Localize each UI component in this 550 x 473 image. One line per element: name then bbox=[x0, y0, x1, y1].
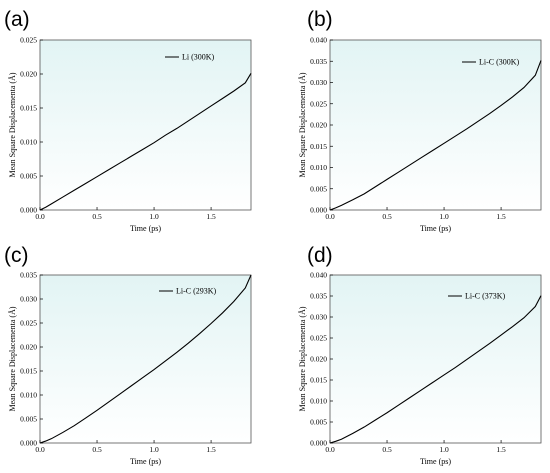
x-tick-label: 1.5 bbox=[496, 445, 506, 454]
x-axis-label: Time (ps) bbox=[420, 457, 451, 466]
x-tick-label: 1.0 bbox=[149, 445, 159, 454]
y-tick-label: 0.010 bbox=[20, 138, 37, 147]
y-tick-label: 0.035 bbox=[20, 271, 37, 280]
y-tick-label: 0.005 bbox=[310, 418, 327, 427]
panel-label: (b) bbox=[307, 8, 333, 31]
panel-label: (d) bbox=[307, 244, 333, 267]
series-line bbox=[329, 295, 542, 444]
y-tick-label: 0.010 bbox=[310, 397, 327, 406]
y-tick-label: 0.025 bbox=[20, 36, 37, 45]
legend-entry: Li-C (293K) bbox=[176, 287, 217, 296]
y-tick-label: 0.005 bbox=[310, 184, 327, 193]
x-tick-label: 1.5 bbox=[206, 445, 216, 454]
y-tick-label: 0.015 bbox=[20, 104, 37, 113]
legend-entry: Li-C (373K) bbox=[465, 292, 506, 301]
y-tick-label: 0.020 bbox=[20, 343, 37, 352]
y-tick-label: 0.035 bbox=[310, 57, 327, 66]
y-tick-label: 0.040 bbox=[310, 271, 327, 280]
y-tick-label: 0.020 bbox=[310, 355, 327, 364]
plot-frame bbox=[39, 274, 252, 444]
series-line bbox=[39, 73, 252, 211]
x-tick-label: 1.5 bbox=[206, 212, 216, 221]
y-tick-label: 0.040 bbox=[310, 36, 327, 45]
y-tick-label: 0.020 bbox=[20, 70, 37, 79]
x-tick-label: 1.0 bbox=[149, 212, 159, 221]
y-tick-label: 0.005 bbox=[20, 415, 37, 424]
plot-area bbox=[330, 275, 541, 443]
y-tick-label: 0.005 bbox=[20, 172, 37, 181]
y-axis-label: Mean Square Displacementa (Å) bbox=[8, 306, 17, 411]
x-tick-label: 0.0 bbox=[325, 212, 335, 221]
y-tick-label: 0.015 bbox=[310, 142, 327, 151]
y-tick-label: 0.025 bbox=[20, 319, 37, 328]
x-tick-label: 0.5 bbox=[382, 445, 392, 454]
legend-entry: Li-C (300K) bbox=[479, 58, 520, 67]
legend-entry: Li (300K) bbox=[182, 53, 215, 62]
y-tick-label: 0.010 bbox=[310, 163, 327, 172]
y-tick-label: 0.020 bbox=[310, 121, 327, 130]
x-axis-label: Time (ps) bbox=[420, 224, 451, 233]
y-tick-label: 0.025 bbox=[310, 334, 327, 343]
y-axis-label: Mean Square Displacementa (Å) bbox=[298, 72, 307, 177]
x-tick-label: 1.5 bbox=[496, 212, 506, 221]
x-axis-label: Time (ps) bbox=[130, 224, 161, 233]
chart-panel-1: (a) 0.000 0.005 0.010 0.015 0.020 0.025 0.0 0.5 1… bbox=[4, 8, 252, 233]
x-tick-label: 0.5 bbox=[92, 212, 102, 221]
y-tick-label: 0.030 bbox=[20, 295, 37, 304]
plot-area bbox=[40, 40, 251, 210]
series-line bbox=[39, 274, 252, 444]
y-tick-label: 0.000 bbox=[310, 206, 327, 215]
plot-area bbox=[40, 275, 251, 443]
series-line bbox=[329, 60, 542, 211]
chart-panel-2: (b) 0.000 0.005 0.010 0.015 0.020 0.025 0.030 0.… bbox=[298, 8, 542, 233]
plot-frame bbox=[39, 39, 252, 211]
y-tick-label: 0.000 bbox=[20, 206, 37, 215]
x-tick-label: 1.0 bbox=[439, 445, 449, 454]
x-tick-label: 0.5 bbox=[382, 212, 392, 221]
x-tick-label: 0.5 bbox=[92, 445, 102, 454]
x-tick-label: 1.0 bbox=[439, 212, 449, 221]
chart-panel-4: (d) 0.000 0.005 0.010 0.015 0.020 0.025 0.030 0.… bbox=[298, 244, 542, 466]
y-axis-label: Mean Square Displacementa (Å) bbox=[298, 306, 307, 411]
y-tick-label: 0.010 bbox=[20, 391, 37, 400]
y-tick-label: 0.015 bbox=[20, 367, 37, 376]
y-tick-label: 0.035 bbox=[310, 292, 327, 301]
y-axis-label: Mean Square Displacementa (Å) bbox=[8, 72, 17, 177]
y-tick-label: 0.025 bbox=[310, 99, 327, 108]
y-tick-label: 0.030 bbox=[310, 78, 327, 87]
y-tick-label: 0.000 bbox=[310, 439, 327, 448]
x-tick-label: 0.0 bbox=[35, 445, 45, 454]
y-tick-label: 0.000 bbox=[20, 439, 37, 448]
plot-area bbox=[330, 40, 541, 210]
y-tick-label: 0.015 bbox=[310, 376, 327, 385]
x-axis-label: Time (ps) bbox=[130, 457, 161, 466]
chart-panel-3: (c) 0.000 0.005 0.010 0.015 0.020 0.025 0.030 0.… bbox=[4, 244, 252, 466]
x-tick-label: 0.0 bbox=[35, 212, 45, 221]
x-tick-label: 0.0 bbox=[325, 445, 335, 454]
y-tick-label: 0.030 bbox=[310, 313, 327, 322]
panel-label: (c) bbox=[4, 244, 29, 267]
panel-label: (a) bbox=[4, 8, 30, 31]
